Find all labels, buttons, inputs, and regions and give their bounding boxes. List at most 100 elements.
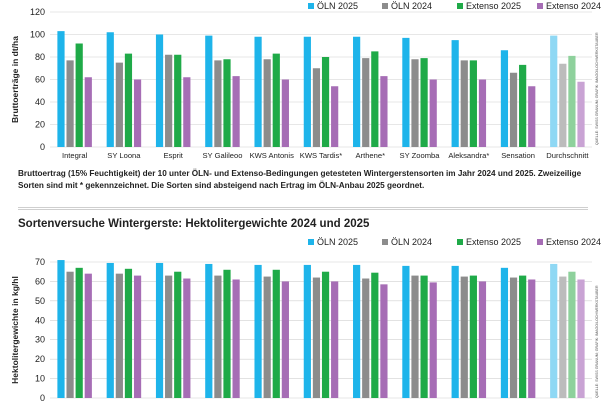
y-tick-label: 20 <box>35 120 45 130</box>
bar <box>205 35 213 147</box>
y-tick-label: 0 <box>40 142 45 152</box>
bar <box>362 278 370 398</box>
bar <box>451 40 459 147</box>
bar <box>411 275 419 398</box>
bar <box>469 60 477 147</box>
y-tick-label: 60 <box>35 75 45 85</box>
bar <box>460 60 468 147</box>
bar <box>84 273 92 398</box>
bar <box>420 275 428 398</box>
bar <box>303 264 311 398</box>
bar <box>528 279 536 398</box>
y-tick-label: 80 <box>35 52 45 62</box>
bar <box>478 79 487 147</box>
bar <box>402 37 410 147</box>
category-label: Aleksandra* <box>448 151 489 160</box>
bar <box>281 281 289 398</box>
legend-label: Extenso 2024 <box>546 1 601 11</box>
bar <box>232 76 240 147</box>
legend-label: ÖLN 2024 <box>391 1 432 11</box>
category-label: SY Galileoo <box>202 151 242 160</box>
y-tick-label: 20 <box>35 354 45 364</box>
category-label: KWS Antonis <box>250 151 295 160</box>
y-tick-label: 10 <box>35 374 45 384</box>
bar <box>183 77 191 147</box>
bar <box>321 57 330 147</box>
bar <box>133 275 142 398</box>
legend-swatch <box>457 239 463 245</box>
divider-bottom <box>18 209 588 210</box>
legend-swatch <box>537 239 543 245</box>
bar <box>429 282 437 398</box>
legend-swatch <box>308 3 314 9</box>
bar <box>353 264 361 398</box>
bar <box>115 273 123 398</box>
yield-chart-caption: Bruttoertrag (15% Feuchtigkeit) der 10 u… <box>18 169 582 190</box>
bar <box>411 59 419 147</box>
bar <box>331 281 339 398</box>
bar <box>331 86 339 147</box>
bar <box>353 36 361 147</box>
bar <box>223 269 231 398</box>
bar <box>272 269 280 398</box>
bar <box>312 277 321 398</box>
bar <box>174 271 182 398</box>
bar <box>75 267 83 398</box>
bar <box>519 275 527 398</box>
bar <box>420 58 428 147</box>
y-axis-label: Hektolitergewichte in kg/hl <box>10 276 20 384</box>
bar <box>263 59 271 147</box>
bar <box>57 31 65 147</box>
bar <box>115 62 123 147</box>
bar <box>568 271 576 398</box>
category-label: SY Zoomba <box>400 151 441 160</box>
bar <box>133 79 142 147</box>
bar <box>402 265 410 398</box>
hectoliter-chart: ÖLN 2025 ÖLN 2024 Extenso 2025 Extenso 2024… <box>10 237 601 402</box>
bar <box>577 279 585 398</box>
bar <box>559 63 567 147</box>
bar <box>124 53 133 147</box>
y-tick-label: 60 <box>35 276 45 286</box>
divider-top <box>18 207 588 208</box>
y-tick-label: 100 <box>30 30 45 40</box>
bar <box>478 281 487 398</box>
bar <box>451 265 459 398</box>
bar <box>155 262 164 398</box>
bar <box>155 34 164 147</box>
hectoliter-chart-title: Sortenversuche Wintergerste: Hektoliterg… <box>18 218 370 230</box>
bar <box>321 271 330 398</box>
legend-label: ÖLN 2024 <box>391 237 432 247</box>
y-tick-label: 70 <box>35 257 45 267</box>
bar <box>66 60 74 147</box>
category-label: KWS Tardis* <box>300 151 343 160</box>
legend-label: Extenso 2024 <box>546 237 601 247</box>
bar <box>174 54 182 147</box>
category-label: SY Loona <box>107 151 141 160</box>
y-tick-label: 40 <box>35 315 45 325</box>
yield-chart: ÖLN 2025 ÖLN 2024 Extenso 2025 Extenso 2024… <box>10 1 601 160</box>
category-label: Arthene* <box>355 151 385 160</box>
bar <box>577 81 585 147</box>
legend-label: ÖLN 2025 <box>317 237 358 247</box>
bar <box>312 68 321 147</box>
bar <box>183 278 191 398</box>
bar <box>205 263 213 398</box>
bar <box>75 43 83 147</box>
legend-label: Extenso 2025 <box>466 1 521 11</box>
legend-label: ÖLN 2025 <box>317 1 358 11</box>
bar <box>214 275 222 398</box>
bar <box>509 72 518 147</box>
y-tick-label: 0 <box>40 393 45 402</box>
y-tick-label: 30 <box>35 335 45 345</box>
source-note: QUELLE: SWISS GRANUM; GRAFIK: IMAGO/LOCH… <box>595 285 599 398</box>
bar <box>519 64 527 147</box>
legend-swatch <box>308 239 314 245</box>
bar <box>429 79 437 147</box>
bar <box>254 264 262 398</box>
legend-swatch <box>382 239 388 245</box>
legend-swatch <box>537 3 543 9</box>
bar <box>57 260 65 398</box>
bar <box>223 59 231 147</box>
bar <box>380 76 388 147</box>
